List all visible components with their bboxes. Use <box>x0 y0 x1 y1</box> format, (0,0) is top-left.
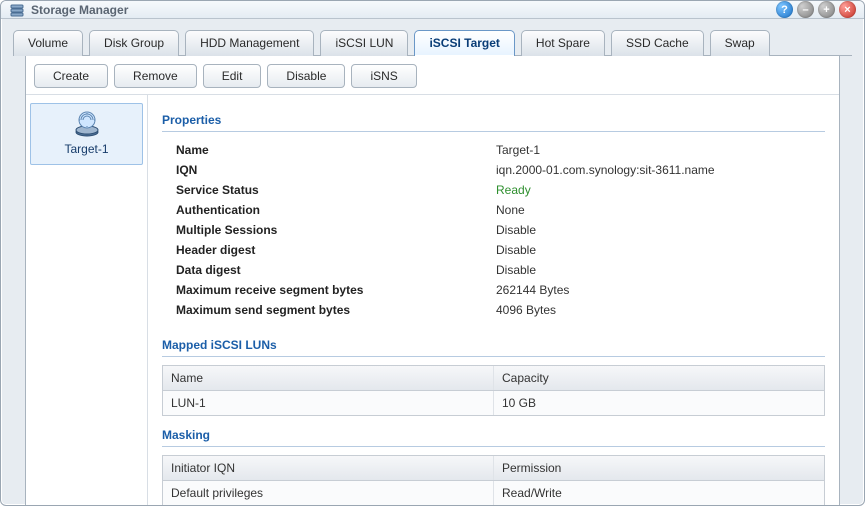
tab-hot-spare[interactable]: Hot Spare <box>521 30 605 56</box>
prop-iqn-value: iqn.2000-01.com.synology:sit-3611.name <box>496 163 825 177</box>
body: Target-1 Properties Name Target-1 IQN iq… <box>26 95 839 506</box>
mapped-grid: Name Capacity LUN-1 10 GB <box>162 365 825 416</box>
mapped-grid-head: Name Capacity <box>163 366 824 391</box>
prop-data-digest-label: Data digest <box>176 263 496 277</box>
masking-grid-head: Initiator IQN Permission <box>163 456 824 481</box>
help-button[interactable]: ? <box>776 1 793 18</box>
properties-header: Properties <box>162 109 825 132</box>
titlebar: Storage Manager ? – + × <box>1 1 864 19</box>
tabs-container: Volume Disk Group HDD Management iSCSI L… <box>1 19 864 506</box>
prop-name-label: Name <box>176 143 496 157</box>
masking-col-perm[interactable]: Permission <box>494 456 824 480</box>
prop-header-digest: Header digest Disable <box>176 240 825 260</box>
create-button[interactable]: Create <box>34 64 108 88</box>
masking-cell-perm: Read/Write <box>494 481 824 505</box>
disable-button[interactable]: Disable <box>267 64 345 88</box>
prop-iqn-label: IQN <box>176 163 496 177</box>
prop-status-label: Service Status <box>176 183 496 197</box>
app-icon <box>9 2 25 18</box>
masking-header: Masking <box>162 424 825 447</box>
prop-auth: Authentication None <box>176 200 825 220</box>
mapped-header: Mapped iSCSI LUNs <box>162 334 825 357</box>
tab-strip: Volume Disk Group HDD Management iSCSI L… <box>13 29 852 56</box>
mapped-row[interactable]: LUN-1 10 GB <box>163 391 824 415</box>
main-area[interactable]: Properties Name Target-1 IQN iqn.2000-01… <box>148 95 839 506</box>
content-panel: Create Remove Edit Disable iSNS <box>25 56 840 506</box>
prop-data-digest-value: Disable <box>496 263 825 277</box>
prop-data-digest: Data digest Disable <box>176 260 825 280</box>
sidebar-item-label: Target-1 <box>35 142 138 156</box>
prop-max-recv: Maximum receive segment bytes 262144 Byt… <box>176 280 825 300</box>
mapped-cell-capacity: 10 GB <box>494 391 824 415</box>
prop-max-recv-label: Maximum receive segment bytes <box>176 283 496 297</box>
prop-header-digest-value: Disable <box>496 243 825 257</box>
prop-auth-value: None <box>496 203 825 217</box>
prop-max-send: Maximum send segment bytes 4096 Bytes <box>176 300 825 320</box>
close-button[interactable]: × <box>839 1 856 18</box>
prop-name-value: Target-1 <box>496 143 825 157</box>
prop-auth-label: Authentication <box>176 203 496 217</box>
tab-volume[interactable]: Volume <box>13 30 83 56</box>
tab-ssd-cache[interactable]: SSD Cache <box>611 30 704 56</box>
prop-max-send-label: Maximum send segment bytes <box>176 303 496 317</box>
prop-sessions-value: Disable <box>496 223 825 237</box>
tab-hdd-management[interactable]: HDD Management <box>185 30 314 56</box>
prop-iqn: IQN iqn.2000-01.com.synology:sit-3611.na… <box>176 160 825 180</box>
mapped-cell-name: LUN-1 <box>163 391 494 415</box>
isns-button[interactable]: iSNS <box>351 64 416 88</box>
edit-button[interactable]: Edit <box>203 64 262 88</box>
mapped-col-name[interactable]: Name <box>163 366 494 390</box>
prop-header-digest-label: Header digest <box>176 243 496 257</box>
prop-sessions: Multiple Sessions Disable <box>176 220 825 240</box>
prop-max-recv-value: 262144 Bytes <box>496 283 825 297</box>
masking-cell-iqn: Default privileges <box>163 481 494 505</box>
mapped-col-capacity[interactable]: Capacity <box>494 366 824 390</box>
tab-iscsi-target[interactable]: iSCSI Target <box>414 30 514 56</box>
prop-name: Name Target-1 <box>176 140 825 160</box>
masking-row[interactable]: Default privileges Read/Write <box>163 481 824 505</box>
storage-manager-window: Storage Manager ? – + × Volume Disk Grou… <box>0 0 865 506</box>
tab-iscsi-lun[interactable]: iSCSI LUN <box>320 30 408 56</box>
maximize-button[interactable]: + <box>818 1 835 18</box>
toolbar: Create Remove Edit Disable iSNS <box>26 56 839 95</box>
prop-status-value: Ready <box>496 183 825 197</box>
masking-col-iqn[interactable]: Initiator IQN <box>163 456 494 480</box>
masking-grid: Initiator IQN Permission Default privile… <box>162 455 825 506</box>
prop-sessions-label: Multiple Sessions <box>176 223 496 237</box>
window-title: Storage Manager <box>31 3 772 17</box>
target-icon <box>35 110 138 138</box>
prop-status: Service Status Ready <box>176 180 825 200</box>
sidebar: Target-1 <box>26 95 148 506</box>
properties-list: Name Target-1 IQN iqn.2000-01.com.synolo… <box>162 140 825 326</box>
prop-max-send-value: 4096 Bytes <box>496 303 825 317</box>
sidebar-item-target[interactable]: Target-1 <box>30 103 143 165</box>
tab-disk-group[interactable]: Disk Group <box>89 30 179 56</box>
remove-button[interactable]: Remove <box>114 64 197 88</box>
tab-swap[interactable]: Swap <box>710 30 770 56</box>
minimize-button[interactable]: – <box>797 1 814 18</box>
